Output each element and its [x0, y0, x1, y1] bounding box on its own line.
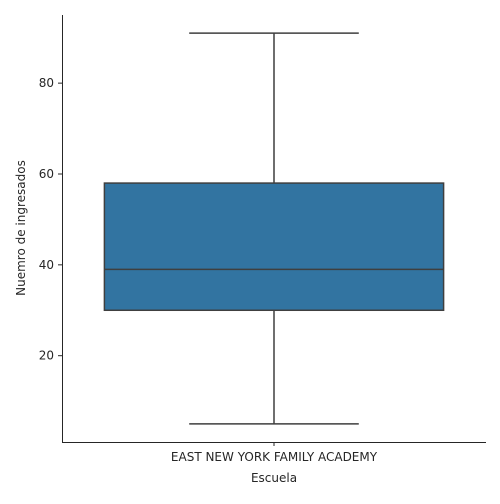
y-tick-label: 60 [39, 167, 54, 181]
x-axis-label: Escuela [251, 471, 297, 485]
box-iqr [103, 182, 445, 312]
y-axis-label: Nuemro de ingresados [14, 160, 28, 296]
axes: 20 40 60 80 EAST NEW YORK FAMILY ACADEMY [39, 15, 486, 464]
x-ticks: EAST NEW YORK FAMILY ACADEMY [171, 442, 378, 464]
y-tick-label: 80 [39, 76, 54, 90]
y-tick-label: 20 [39, 349, 54, 363]
x-tick-label: EAST NEW YORK FAMILY ACADEMY [171, 450, 378, 464]
y-ticks: 20 40 60 80 [39, 76, 62, 363]
y-tick-label: 40 [39, 258, 54, 272]
plot-area [103, 32, 445, 425]
